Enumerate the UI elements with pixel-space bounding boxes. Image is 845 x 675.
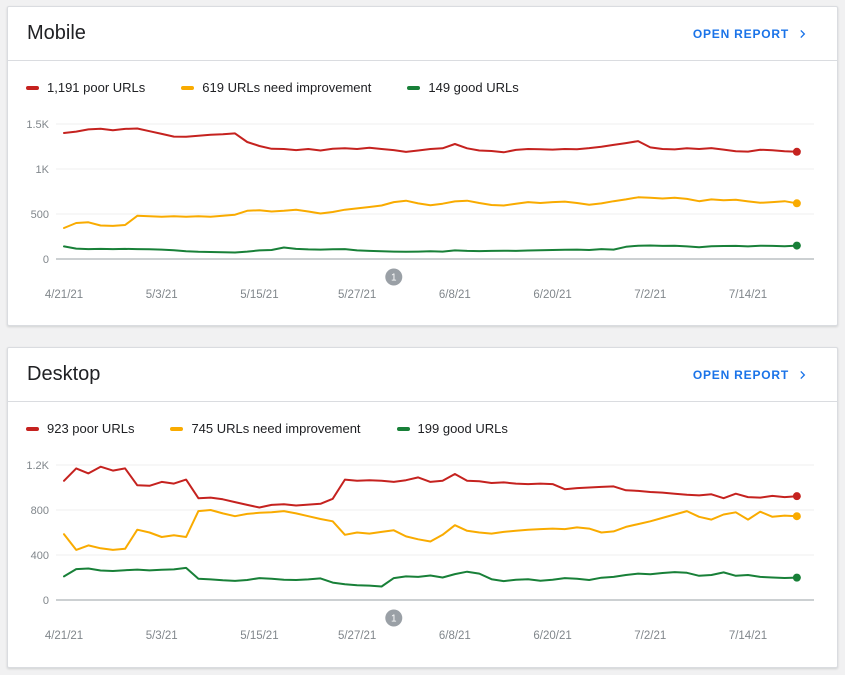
legend: 923 poor URLs 745 URLs need improvement …	[8, 402, 837, 436]
desktop-card-header: Desktop OPEN REPORT	[8, 348, 837, 402]
annotation-marker[interactable]	[385, 268, 403, 286]
mobile-card-header: Mobile OPEN REPORT	[8, 7, 837, 61]
x-tick-label: 7/14/21	[729, 289, 767, 301]
legend-label: 619 URLs need improvement	[202, 80, 372, 95]
series-line-good[interactable]	[63, 244, 798, 254]
series-endpoint-needs_improvement[interactable]	[792, 512, 801, 521]
y-tick-label: 0	[43, 595, 49, 607]
x-tick-label: 5/3/21	[146, 630, 178, 642]
legend-item-needs-improvement[interactable]: 619 URLs need improvement	[181, 80, 371, 95]
open-report-label: OPEN REPORT	[692, 26, 789, 41]
legend-label: 745 URLs need improvement	[191, 421, 361, 436]
legend-item-good[interactable]: 149 good URLs	[407, 80, 519, 95]
x-tick-label: 4/21/21	[45, 289, 83, 301]
annotation-marker-label: 1	[391, 273, 397, 284]
series-line-good[interactable]	[63, 566, 798, 588]
y-tick-label: 500	[31, 209, 49, 221]
x-tick-label: 5/15/21	[240, 630, 278, 642]
legend-item-poor[interactable]: 1,191 poor URLs	[26, 80, 145, 95]
y-tick-label: 1K	[36, 164, 50, 176]
y-tick-label: 0	[43, 254, 49, 266]
x-tick-label: 7/2/21	[634, 289, 666, 301]
series-line-poor[interactable]	[63, 465, 798, 509]
poor-series-swatch	[26, 85, 39, 90]
legend: 1,191 poor URLs 619 URLs need improvemen…	[8, 61, 837, 95]
x-tick-label: 6/20/21	[533, 289, 571, 301]
series-endpoint-needs_improvement[interactable]	[792, 199, 801, 208]
poor-series-swatch	[26, 426, 39, 431]
legend-label: 1,191 poor URLs	[47, 80, 146, 95]
open-report-link[interactable]: OPEN REPORT	[693, 367, 811, 383]
open-report-label: OPEN REPORT	[692, 367, 789, 382]
x-tick-label: 5/15/21	[240, 289, 278, 301]
series-line-needs_improvement[interactable]	[63, 196, 798, 229]
legend-label: 149 good URLs	[428, 80, 519, 95]
x-tick-label: 5/3/21	[146, 289, 178, 301]
x-tick-label: 7/2/21	[634, 630, 666, 642]
annotation-marker-label: 1	[391, 614, 397, 625]
chevron-right-icon	[795, 367, 811, 383]
mobile-card: Mobile OPEN REPORT 1,191 poor URLs 619 U…	[7, 6, 838, 326]
good-series-swatch	[396, 426, 410, 431]
x-tick-label: 6/20/21	[533, 630, 571, 642]
series-endpoint-good[interactable]	[792, 573, 801, 582]
y-tick-label: 400	[31, 550, 49, 562]
needs-improvement-series-swatch	[170, 426, 184, 431]
annotation-marker[interactable]	[385, 609, 403, 627]
series-endpoint-poor[interactable]	[792, 492, 801, 501]
desktop-card: Desktop OPEN REPORT 923 poor URLs 745 UR…	[7, 347, 838, 668]
chevron-right-icon	[795, 26, 811, 42]
x-tick-label: 7/14/21	[729, 630, 767, 642]
y-tick-label: 800	[31, 505, 49, 517]
needs-improvement-series-swatch	[181, 85, 195, 90]
page-title: Desktop	[27, 363, 101, 385]
good-series-swatch	[407, 85, 421, 90]
series-line-poor[interactable]	[63, 127, 798, 154]
x-tick-label: 6/8/21	[439, 289, 471, 301]
y-tick-label: 1.5K	[26, 119, 49, 131]
legend-item-good[interactable]: 199 good URLs	[396, 421, 508, 436]
x-tick-label: 5/27/21	[338, 289, 376, 301]
series-endpoint-good[interactable]	[792, 241, 801, 250]
mobile-line-chart[interactable]: 0 500 1K 1.5K 4/21/21 5/3/21 5/15/21 5/27/21 6/8…	[8, 109, 839, 321]
desktop-line-chart[interactable]: 0 400 800 1.2K 4/21/21 5/3/21 5/15/21 5/27/21 6/…	[8, 450, 839, 662]
legend-item-needs-improvement[interactable]: 745 URLs need improvement	[170, 421, 361, 436]
x-tick-label: 5/27/21	[338, 630, 376, 642]
legend-label: 199 good URLs	[417, 421, 508, 436]
legend-item-poor[interactable]: 923 poor URLs	[26, 421, 134, 436]
legend-label: 923 poor URLs	[47, 421, 135, 436]
x-tick-label: 4/21/21	[45, 630, 83, 642]
open-report-link[interactable]: OPEN REPORT	[693, 26, 811, 42]
x-tick-label: 6/8/21	[439, 630, 471, 642]
y-tick-label: 1.2K	[26, 460, 49, 472]
page-title: Mobile	[27, 22, 86, 44]
series-endpoint-poor[interactable]	[792, 147, 801, 156]
series-line-needs_improvement[interactable]	[63, 509, 798, 551]
